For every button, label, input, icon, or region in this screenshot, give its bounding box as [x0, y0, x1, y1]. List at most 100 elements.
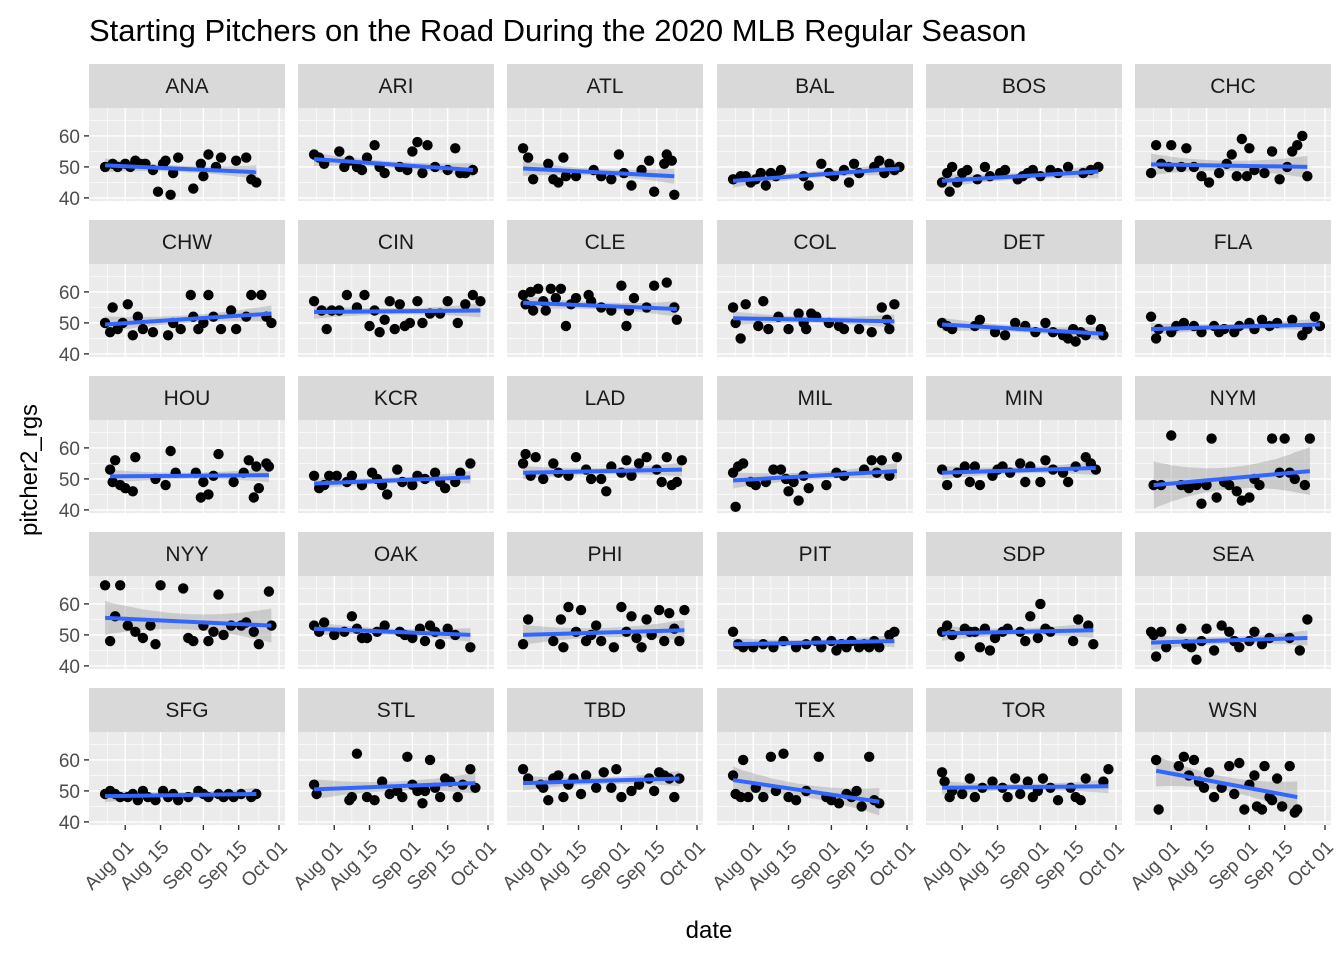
facet-strip: [1135, 688, 1331, 732]
data-point: [263, 461, 275, 472]
data-point: [596, 635, 607, 647]
data-point: [1178, 317, 1190, 329]
data-point: [669, 189, 680, 200]
facet-panel-wsn: WSN: [1135, 688, 1331, 825]
data-point: [1279, 433, 1290, 444]
data-point: [1009, 773, 1021, 784]
data-point: [1203, 767, 1215, 778]
data-point: [833, 798, 845, 809]
data-point: [225, 305, 237, 316]
data-point: [308, 296, 320, 307]
data-point: [1274, 174, 1285, 185]
data-point: [308, 470, 320, 481]
data-point: [374, 327, 385, 338]
data-point: [1173, 760, 1185, 772]
data-point: [1075, 795, 1086, 806]
trend-line: [733, 639, 895, 647]
data-point: [188, 635, 199, 647]
data-point: [160, 155, 171, 166]
data-point: [1266, 146, 1278, 157]
data-point: [585, 473, 597, 485]
data-point: [467, 289, 479, 301]
data-point: [669, 791, 680, 803]
data-point: [230, 155, 242, 166]
data-point: [150, 795, 161, 806]
data-point: [1302, 171, 1313, 182]
data-point: [679, 604, 690, 616]
data-point: [361, 152, 373, 163]
data-point: [178, 583, 189, 594]
data-point: [941, 479, 953, 491]
data-point: [1166, 430, 1177, 441]
data-point: [334, 146, 345, 157]
data-point: [621, 455, 632, 466]
data-point: [152, 186, 164, 197]
data-point: [527, 305, 539, 316]
data-point: [863, 751, 875, 762]
data-point: [1203, 177, 1215, 188]
data-point: [1201, 623, 1212, 634]
data-point: [198, 171, 209, 182]
data-point: [1213, 167, 1225, 179]
data-point: [412, 785, 423, 797]
data-point: [813, 751, 824, 762]
data-point: [475, 296, 486, 307]
data-point: [203, 149, 214, 160]
facet-strip: [89, 532, 285, 576]
data-point: [783, 323, 794, 335]
data-point: [848, 158, 860, 169]
data-point: [253, 639, 265, 650]
data-point: [1294, 645, 1305, 656]
data-point: [1208, 791, 1220, 803]
y-tick-label: 40: [59, 501, 80, 522]
facet-strip-label: CHW: [162, 231, 212, 254]
facet-strip: [926, 688, 1122, 732]
data-point: [671, 314, 683, 325]
data-point: [1244, 143, 1255, 154]
facet-strip: [926, 376, 1122, 420]
facet-strip-label: ATL: [587, 75, 624, 98]
data-point: [248, 626, 259, 637]
facet-panel-bal: BAL: [717, 64, 913, 201]
trend-line: [942, 466, 1096, 475]
facet-panel-phi: PHI: [507, 532, 703, 669]
data-point: [755, 167, 767, 179]
data-point: [1256, 639, 1268, 650]
data-point: [1271, 773, 1283, 784]
facet-strip-label: COL: [793, 231, 836, 254]
data-point: [548, 458, 559, 469]
trend-line: [314, 781, 476, 792]
data-point: [442, 296, 453, 307]
data-point: [1292, 140, 1303, 151]
facet-strip: [89, 376, 285, 420]
facet-panel-kcr: KCR: [298, 376, 494, 513]
data-point: [876, 302, 887, 313]
data-point: [172, 152, 184, 163]
data-point: [1072, 614, 1084, 625]
data-point: [1150, 754, 1162, 766]
data-point: [884, 323, 895, 335]
data-point: [195, 158, 207, 169]
data-point: [1289, 473, 1300, 485]
data-point: [876, 455, 887, 466]
data-point: [891, 452, 903, 463]
chart-title: Starting Pitchers on the Road During the…: [89, 13, 1026, 48]
facet-strip-label: ANA: [165, 75, 208, 98]
data-point: [256, 289, 267, 301]
data-point: [228, 476, 239, 488]
data-point: [621, 320, 632, 332]
data-point: [381, 489, 393, 500]
data-point: [1211, 492, 1222, 503]
facet-strip: [717, 688, 913, 732]
data-point: [1226, 149, 1237, 160]
data-point: [606, 174, 617, 185]
facet-strip-label: LAD: [585, 387, 626, 410]
data-point: [1181, 143, 1192, 154]
data-point: [816, 642, 827, 653]
data-point: [175, 323, 186, 335]
data-point: [452, 791, 463, 803]
data-point: [104, 464, 116, 475]
data-point: [727, 626, 739, 637]
